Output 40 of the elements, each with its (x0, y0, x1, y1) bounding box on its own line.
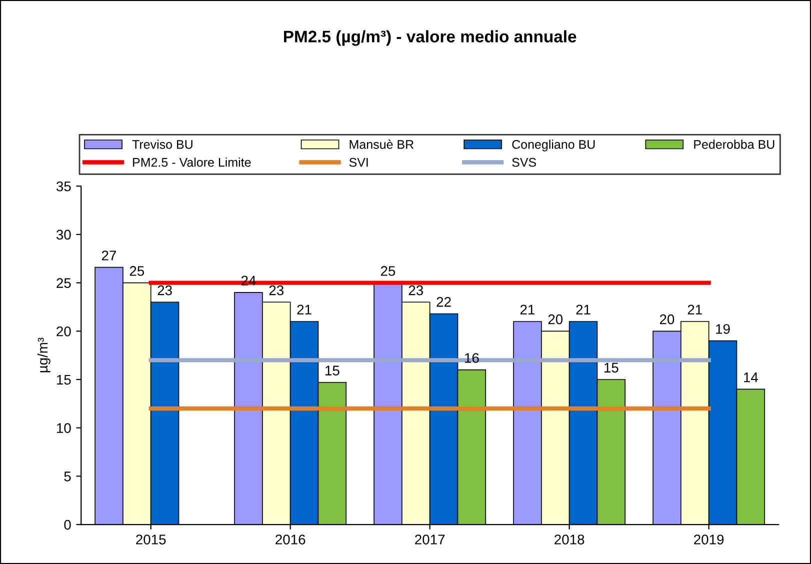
x-tick-label: 2016 (276, 534, 306, 544)
data-label: 19 (716, 324, 730, 334)
data-label: 21 (520, 304, 535, 314)
data-label: 15 (604, 362, 618, 373)
y-tick-label: 25 (56, 278, 71, 288)
legend-label: PM2.5 - Valore Limite (133, 158, 251, 167)
x-tick-label: 2019 (694, 534, 724, 544)
data-label: 25 (380, 266, 396, 276)
data-label: 23 (269, 285, 284, 296)
chart-title: PM2.5 (µg/m³) - valore medio annuale (284, 30, 576, 46)
x-tick-label: 2015 (136, 534, 166, 544)
data-label: 21 (688, 304, 702, 314)
data-label: 16 (465, 353, 479, 363)
data-label: 20 (548, 314, 563, 324)
y-tick-label: 35 (56, 181, 71, 192)
y-tick-label: 0 (64, 520, 71, 530)
legend-label: Conegliano BU (512, 140, 595, 152)
y-axis-title: µg/m³ (37, 338, 50, 372)
legend-label: SVS (512, 158, 536, 167)
x-tick-label: 2018 (554, 534, 584, 544)
data-label: 21 (297, 304, 312, 314)
data-label: 22 (436, 297, 451, 307)
y-tick-label: 30 (56, 230, 71, 240)
y-tick-label: 15 (56, 374, 71, 385)
y-tick-label: 10 (56, 423, 71, 434)
y-tick-label: 20 (56, 326, 71, 336)
data-label: 14 (744, 372, 758, 382)
data-label: 21 (576, 304, 590, 314)
x-tick-label: 2017 (415, 534, 445, 544)
legend-label: SVI (349, 158, 368, 167)
data-label: 27 (102, 250, 116, 260)
data-label: 23 (408, 285, 423, 296)
y-tick-label: 5 (64, 472, 71, 482)
legend-label: Pederobba BU (694, 140, 774, 149)
data-label: 25 (130, 266, 144, 276)
data-label: 20 (660, 314, 674, 324)
data-label: 15 (326, 366, 340, 376)
legend-label: Treviso BU (132, 140, 192, 149)
data-label: 23 (158, 285, 172, 296)
legend-label: Mansuè BR (350, 140, 414, 149)
